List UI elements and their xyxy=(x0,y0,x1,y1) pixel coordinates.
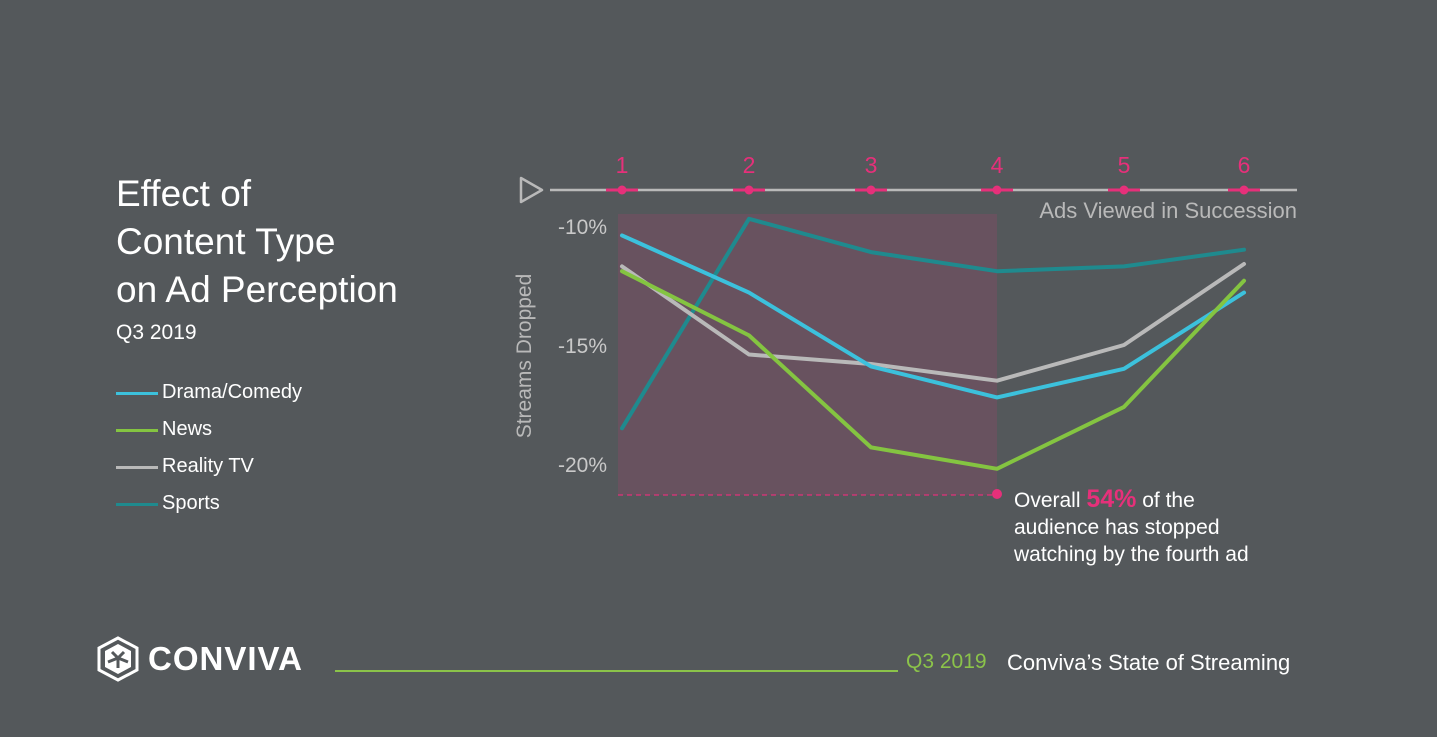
play-icon xyxy=(519,176,544,204)
series-line-sports xyxy=(620,216,1246,431)
annotation-line: audience has stopped xyxy=(1014,516,1220,539)
x-tick-label: 3 xyxy=(865,152,878,178)
annotation-note: Overall 54% of the audience has stopped … xyxy=(1014,486,1249,568)
title-line: Content Type xyxy=(116,221,336,262)
x-tick-dot xyxy=(866,185,876,195)
chart-title: Effect of Content Type on Ad Perception xyxy=(116,170,398,314)
footer-period: Q3 2019 xyxy=(906,650,987,673)
highlight-region xyxy=(618,214,997,495)
chart-subtitle: Q3 2019 xyxy=(116,321,197,344)
legend-swatch xyxy=(116,503,158,506)
series-line-drama-comedy xyxy=(620,233,1246,400)
title-line: Effect of xyxy=(116,173,252,214)
x-axis-label: Ads Viewed in Succession xyxy=(1039,198,1297,223)
legend-label: Sports xyxy=(162,492,220,514)
y-axis-label: Streams Dropped xyxy=(513,274,536,439)
legend-label: News xyxy=(162,418,213,440)
x-tick-dot xyxy=(1239,185,1249,195)
legend-swatch xyxy=(116,466,158,469)
x-tick-label: 5 xyxy=(1118,152,1131,178)
annotation-percent: 54% xyxy=(1086,485,1137,513)
x-tick-dot xyxy=(744,185,754,195)
conviva-logo: CONVIVA xyxy=(96,636,302,682)
annotation-prefix: Overall xyxy=(1014,489,1087,512)
legend-label: Drama/Comedy xyxy=(162,381,303,403)
y-tick-label: -20% xyxy=(558,454,607,477)
x-tick-label: 1 xyxy=(616,152,629,178)
x-tick-label: 4 xyxy=(991,152,1004,178)
x-tick-dot xyxy=(992,185,1002,195)
annotation-line: watching by the fourth ad xyxy=(1014,543,1249,566)
series-line-reality-tv xyxy=(620,262,1246,383)
annotation-marker xyxy=(992,489,1002,499)
title-line: on Ad Perception xyxy=(116,269,398,310)
legend-swatch xyxy=(116,392,158,395)
series-line-news xyxy=(620,269,1246,471)
logo-text: CONVIVA xyxy=(148,640,303,677)
x-tick-label: 6 xyxy=(1238,152,1251,178)
annotation-suffix: of the xyxy=(1136,489,1195,512)
y-tick-label: -15% xyxy=(558,335,607,358)
y-tick-label: -10% xyxy=(558,216,607,239)
conviva-logo-icon xyxy=(97,636,139,682)
legend-swatch xyxy=(116,429,158,432)
x-tick-dot xyxy=(1119,185,1129,195)
x-tick-dot xyxy=(617,185,627,195)
x-tick-label: 2 xyxy=(743,152,756,178)
footer-divider xyxy=(335,670,898,672)
footer-source: Conviva’s State of Streaming xyxy=(1007,650,1291,675)
legend-label: Reality TV xyxy=(162,455,254,477)
